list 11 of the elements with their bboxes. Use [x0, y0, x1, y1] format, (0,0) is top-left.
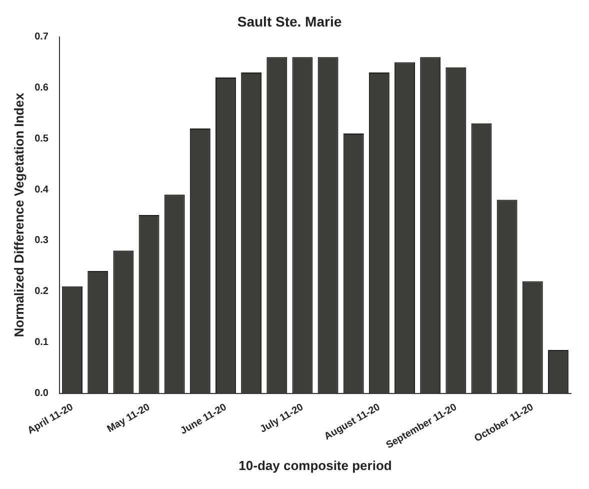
y-tick-label: 0.3: [34, 235, 49, 246]
y-tick-label: 0.6: [34, 82, 49, 94]
y-tick-label: 0.4: [34, 184, 49, 196]
y-axis-title: Normalized Difference Vegetation Index: [11, 92, 26, 338]
y-tick-label: 0.7: [34, 32, 49, 43]
x-axis-title: 10-day composite period: [238, 458, 392, 473]
y-tick-label: 0.1: [34, 337, 49, 348]
y-tick-label: 0.2: [34, 286, 49, 298]
chart-title: Sault Ste. Marie: [237, 13, 342, 30]
y-tick-label: 0.5: [34, 133, 49, 144]
y-tick-label: 0.0: [34, 388, 49, 400]
